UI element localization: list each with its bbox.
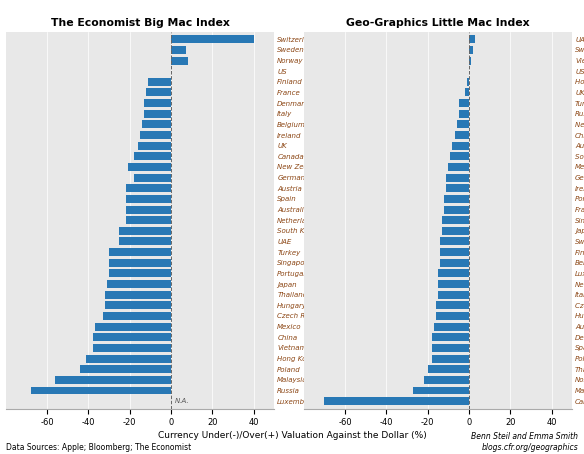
Bar [324,397,469,405]
Bar [109,248,171,256]
Bar [93,344,171,352]
Bar [438,269,469,277]
Bar [126,216,171,224]
Bar [432,355,469,363]
Bar [446,173,469,182]
Bar [440,259,469,267]
Bar [120,227,171,235]
Bar [148,78,171,86]
Bar [55,376,171,384]
Bar [465,89,469,96]
Bar [140,131,171,139]
Bar [413,386,469,395]
Bar [103,312,171,320]
Bar [438,280,469,288]
Bar [449,163,469,171]
Bar [138,142,171,150]
Text: Data Sources: Apple; Bloomberg; The Economist: Data Sources: Apple; Bloomberg; The Econ… [6,443,191,452]
Bar [105,291,171,299]
Bar [128,163,171,171]
Bar [432,344,469,352]
Bar [107,280,171,288]
Bar [469,46,473,54]
Bar [442,227,469,235]
Bar [126,195,171,203]
Bar [144,110,171,118]
Bar [444,195,469,203]
Bar [440,237,469,246]
Bar [458,110,469,118]
Bar [126,184,171,192]
Bar [436,312,469,320]
Bar [109,269,171,277]
Title: The Economist Big Mac Index: The Economist Big Mac Index [51,18,230,28]
Bar [147,89,171,96]
Bar [93,333,171,341]
Bar [423,376,469,384]
Bar [444,206,469,213]
Bar [458,99,469,107]
Text: N.A.: N.A. [175,398,190,404]
Bar [438,291,469,299]
Bar [454,131,469,139]
Bar [86,355,171,363]
Bar [142,120,171,128]
Bar [432,333,469,341]
Bar [446,184,469,192]
Bar [436,301,469,309]
Bar [144,99,171,107]
Bar [467,78,469,86]
Bar [134,153,171,160]
Bar [105,301,171,309]
Bar [469,35,475,43]
Bar [457,120,469,128]
Bar [171,35,254,43]
Bar [126,206,171,213]
Bar [453,142,469,150]
Bar [120,237,171,246]
Bar [171,46,186,54]
Bar [440,248,469,256]
Bar [30,386,171,395]
Bar [171,57,187,64]
Bar [434,323,469,331]
Text: Currency Under(-)/Over(+) Valuation Against the Dollar (%): Currency Under(-)/Over(+) Valuation Agai… [158,431,426,440]
Bar [109,259,171,267]
Bar [80,365,171,373]
Bar [427,365,469,373]
Bar [450,153,469,160]
Title: Geo-Graphics Little Mac Index: Geo-Graphics Little Mac Index [346,18,530,28]
Bar [469,57,471,64]
Text: Benn Steil and Emma Smith
blogs.cfr.org/geographics: Benn Steil and Emma Smith blogs.cfr.org/… [471,432,578,452]
Bar [442,216,469,224]
Bar [134,173,171,182]
Bar [95,323,171,331]
